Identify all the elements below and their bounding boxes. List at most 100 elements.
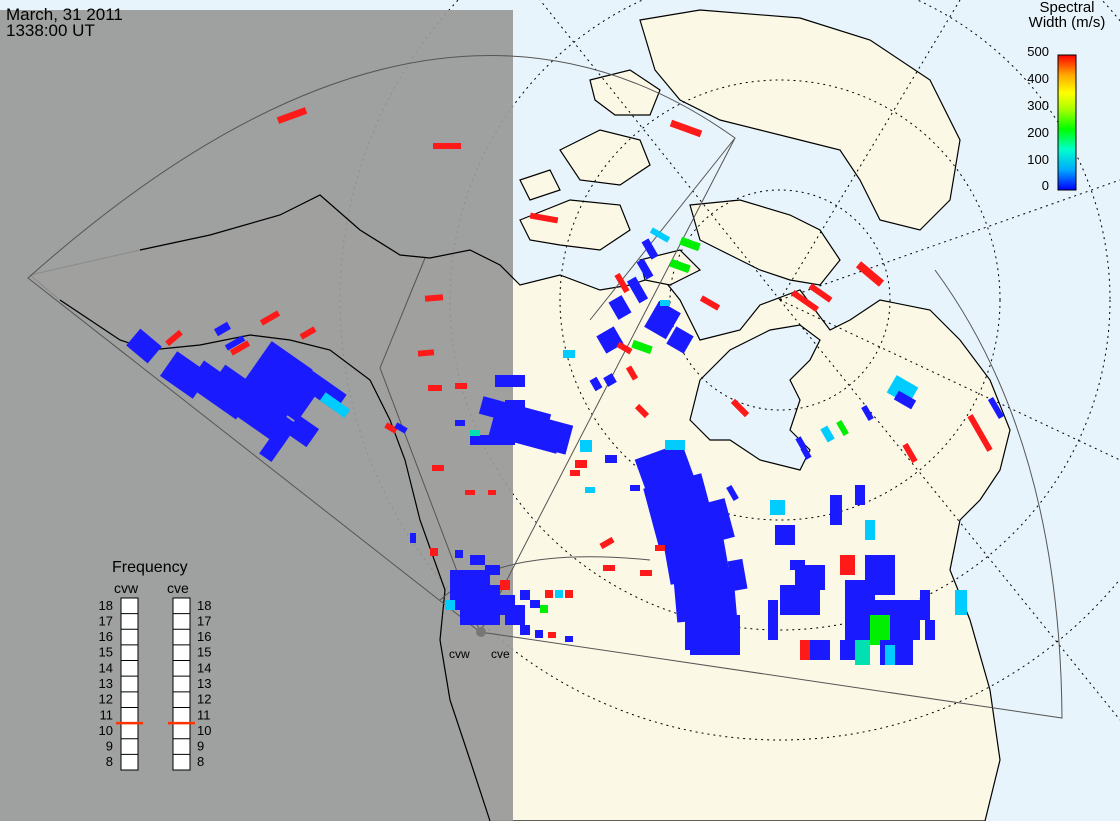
scatter-cell [660, 515, 730, 585]
colorbar-tick: 100 [1027, 152, 1049, 167]
scatter-cell [500, 580, 510, 590]
scatter-cell [900, 600, 920, 640]
frequency-scale-label: 13 [99, 676, 113, 691]
scatter-cell [855, 640, 870, 665]
date-label: March, 31 2011 [6, 5, 123, 24]
frequency-scale-label: 9 [197, 739, 204, 754]
scatter-cell [424, 294, 444, 302]
scatter-cell [893, 390, 917, 410]
scatter-cell [229, 340, 251, 356]
scatter-cell [259, 310, 281, 326]
scatter-cell [967, 414, 993, 452]
scatter-cell [726, 485, 739, 501]
scatter-cell [634, 403, 650, 419]
scatter-cell [655, 545, 665, 551]
scatter-cell [800, 640, 810, 660]
frequency-scale-label: 17 [197, 613, 211, 628]
scatter-cell [865, 520, 875, 540]
frequency-radar-label-cvw: cvw [114, 580, 139, 596]
scatter-cell [520, 590, 530, 600]
scatter-cells [126, 107, 1005, 665]
scatter-cell [672, 567, 738, 623]
scatter-cell [855, 485, 865, 505]
scatter-cell [669, 119, 703, 138]
night-coastline [59, 194, 513, 821]
scatter-cell [649, 227, 671, 243]
scatter-cell [630, 485, 640, 491]
scatter-cell [631, 339, 653, 355]
frequency-panel [116, 597, 195, 771]
scatter-cell [898, 640, 913, 665]
radar-fov [27, 55, 1063, 719]
scatter-cell [727, 558, 748, 592]
frequency-scale-label: 15 [99, 645, 113, 660]
scatter-cell [505, 400, 525, 415]
scatter-cell [445, 600, 455, 610]
scatter-cell [563, 350, 575, 358]
scatter-cell [285, 414, 320, 448]
scatter-cell [465, 490, 475, 495]
scatter-cell [699, 295, 721, 311]
scatter-cell [660, 300, 670, 306]
scatter-cell [535, 630, 543, 638]
scatter-cell [410, 533, 416, 543]
colorbar-title-line1: Spectral [1039, 0, 1095, 16]
scatter-cell [636, 258, 654, 280]
scatter-cell [790, 289, 820, 313]
frequency-bar-cve [172, 597, 191, 771]
colorbar-tick: 0 [1042, 178, 1049, 193]
frequency-scale-label: 10 [197, 723, 211, 738]
scatter-cell [214, 321, 231, 337]
colorbar-tick: 400 [1027, 71, 1049, 86]
scatter-cell [485, 565, 500, 575]
scatter-cell [800, 446, 812, 460]
frequency-scale-label: 14 [197, 660, 211, 675]
scatter-cell [428, 385, 442, 391]
scatter-cell [870, 615, 890, 645]
scatter-cell [505, 605, 525, 625]
frequency-scale-label: 18 [99, 598, 113, 613]
scatter-cell [616, 341, 633, 355]
scatter-cell [232, 390, 298, 448]
scatter-cell [987, 396, 1005, 420]
time-label: 1338:00 UT [6, 21, 95, 40]
scatter-cell [640, 570, 652, 576]
scatter-cell [861, 405, 874, 421]
frequency-scale-label: 18 [197, 598, 211, 613]
scatter-cell [679, 236, 701, 252]
radar-site-marker [476, 627, 486, 637]
scatter-cell [585, 487, 595, 493]
landmass [28, 9, 1011, 821]
frequency-bar-cvw [120, 597, 139, 771]
scatter-cell [259, 432, 286, 463]
frequency-scale-label: 17 [99, 613, 113, 628]
scatter-cell [276, 107, 308, 124]
scatter-cell [705, 498, 735, 542]
scatter-cell [955, 590, 967, 615]
scatter-cell [614, 272, 630, 294]
scatter-cell [126, 328, 162, 364]
scatter-cell [580, 440, 592, 452]
scatter-cell [565, 636, 573, 642]
scatter-cell [433, 143, 461, 149]
colorbar-title: Spectral Width (m/s) [1022, 0, 1112, 30]
scatter-cell [520, 625, 530, 635]
scatter-cell [495, 375, 525, 387]
scatter-cell [836, 420, 849, 436]
scatter-cell [565, 590, 573, 598]
frequency-scale-label: 15 [197, 645, 211, 660]
frequency-scale-label: 12 [197, 692, 211, 707]
scatter-cell [575, 460, 587, 468]
scatter-cell [470, 435, 515, 445]
scatter-cell [830, 495, 842, 525]
frequency-scale-label: 16 [197, 629, 211, 644]
colorbar: 500 400 300 200 100 0 [1027, 44, 1077, 193]
scatter-cell [644, 300, 681, 340]
colorbar-tick: 300 [1027, 98, 1049, 113]
scatter-cell [417, 349, 435, 357]
scatter-cell [224, 335, 246, 351]
scatter-cell [902, 442, 918, 464]
frequency-scale-label: 13 [197, 676, 211, 691]
